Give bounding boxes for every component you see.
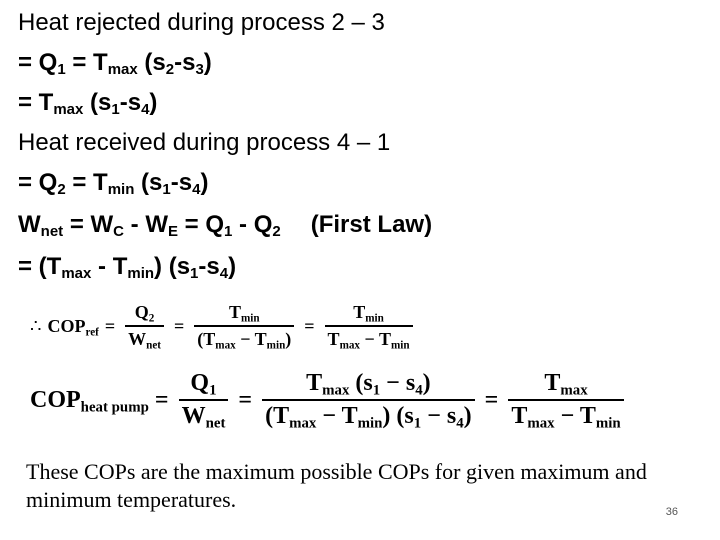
cop-ref-equation: ∴ COPref = Q2 Wnet = Tmin (Tmax − Tmin) …	[30, 302, 417, 351]
line-tmax-equation: = Tmax (s1-s4)	[18, 89, 158, 118]
line-q1-equation: = Q1 = Tmax (s2-s3)	[18, 49, 212, 78]
cop-ref-fraction-q2-wnet: Q2 Wnet	[125, 302, 165, 351]
cop-hp-fraction-expanded: Tmax (s1 − s4) (Tmax − Tmin) (s1 − s4)	[262, 370, 475, 431]
cop-ref-fraction-final: Tmin Tmax − Tmin	[324, 302, 413, 351]
cop-hp-fraction-q1-wnet: Q1 Wnet	[178, 370, 229, 431]
cop-heat-pump-label: COPheat pump	[30, 386, 149, 415]
line-heat-received-heading: Heat received during process 4 – 1	[18, 129, 391, 156]
cop-heat-pump-equation: COPheat pump = Q1 Wnet = Tmax (s1 − s4) …	[30, 370, 628, 431]
therefore-symbol: ∴	[30, 315, 42, 336]
line-wnet-expanded: = (Tmax - Tmin) (s1-s4)	[18, 253, 237, 282]
line-heat-rejected-heading: Heat rejected during process 2 – 3	[18, 9, 385, 36]
line-wnet-equation: Wnet = WC - WE = Q1 - Q2 (First Law)	[18, 211, 433, 240]
cop-hp-fraction-final: Tmax Tmax − Tmin	[508, 370, 624, 431]
first-law-note: (First Law)	[310, 211, 433, 238]
cop-ref-fraction-tmin-over-diff: Tmin (Tmax − Tmin)	[194, 302, 295, 351]
footer-note: These COPs are the maximum possible COPs…	[26, 459, 647, 512]
line-q2-equation: = Q2 = Tmin (s1-s4)	[18, 169, 209, 198]
page-number: 36	[665, 506, 678, 518]
cop-ref-label: COPref	[47, 315, 99, 338]
